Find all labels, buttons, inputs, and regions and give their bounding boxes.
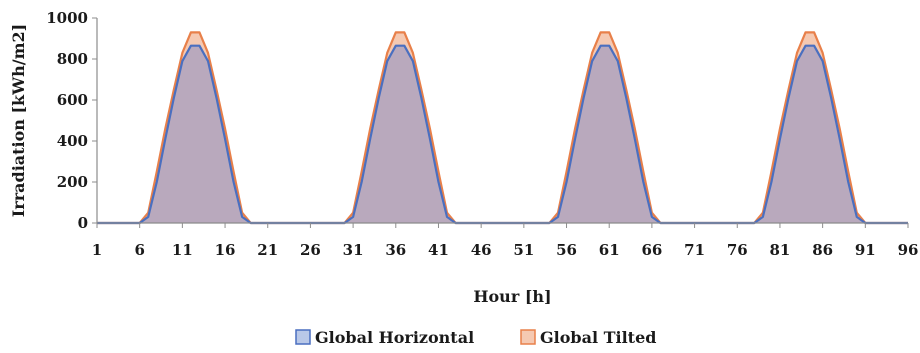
x-tick-label: 81 <box>770 241 791 259</box>
x-tick-label: 1 <box>92 241 102 259</box>
x-tick-label: 61 <box>599 241 620 259</box>
y-tick-label: 800 <box>57 50 88 68</box>
x-tick-label: 16 <box>215 241 236 259</box>
x-tick-labels: 1 6 11 16 21 26 31 36 41 46 51 56 61 66 71 76 81 86 91 96 <box>92 223 919 259</box>
legend: Global Horizontal Global Tilted <box>295 328 656 347</box>
x-tick-label: 86 <box>812 241 833 259</box>
x-tick-label: 46 <box>471 241 492 259</box>
y-tick-label: 200 <box>57 173 88 191</box>
x-tick-label: 36 <box>385 241 406 259</box>
x-tick-label: 96 <box>898 241 919 259</box>
y-tick-label: 600 <box>57 91 88 109</box>
x-tick-label: 41 <box>428 241 449 259</box>
x-tick-label: 11 <box>172 241 193 259</box>
x-axis-title: Hour [h] <box>473 287 551 306</box>
x-tick-label: 6 <box>134 241 144 259</box>
legend-swatch-global-horizontal <box>295 329 311 345</box>
x-tick-label: 51 <box>513 241 534 259</box>
x-tick-label: 66 <box>641 241 662 259</box>
x-tick-label: 26 <box>300 241 321 259</box>
legend-item-global-horizontal: Global Horizontal <box>295 328 474 347</box>
legend-label-global-tilted: Global Tilted <box>540 328 656 347</box>
legend-label-global-horizontal: Global Horizontal <box>315 328 474 347</box>
y-tick-labels: 0 200 400 600 800 1000 <box>46 9 97 232</box>
x-tick-label: 76 <box>727 241 748 259</box>
x-tick-label: 71 <box>684 241 705 259</box>
x-tick-label: 91 <box>855 241 876 259</box>
x-tick-label: 21 <box>257 241 278 259</box>
chart-axes <box>96 18 908 224</box>
legend-swatch-global-tilted <box>520 329 536 345</box>
y-tick-label: 1000 <box>46 9 88 27</box>
chart-areas <box>97 31 908 225</box>
area-fill-global-horizontal <box>97 45 908 224</box>
y-tick-label: 0 <box>78 214 88 232</box>
legend-item-global-tilted: Global Tilted <box>520 328 656 347</box>
x-tick-label: 56 <box>556 241 577 259</box>
x-tick-label: 31 <box>343 241 364 259</box>
y-tick-label: 400 <box>57 132 88 150</box>
y-axis-title: Irradiation [kWh/m2] <box>9 24 28 217</box>
